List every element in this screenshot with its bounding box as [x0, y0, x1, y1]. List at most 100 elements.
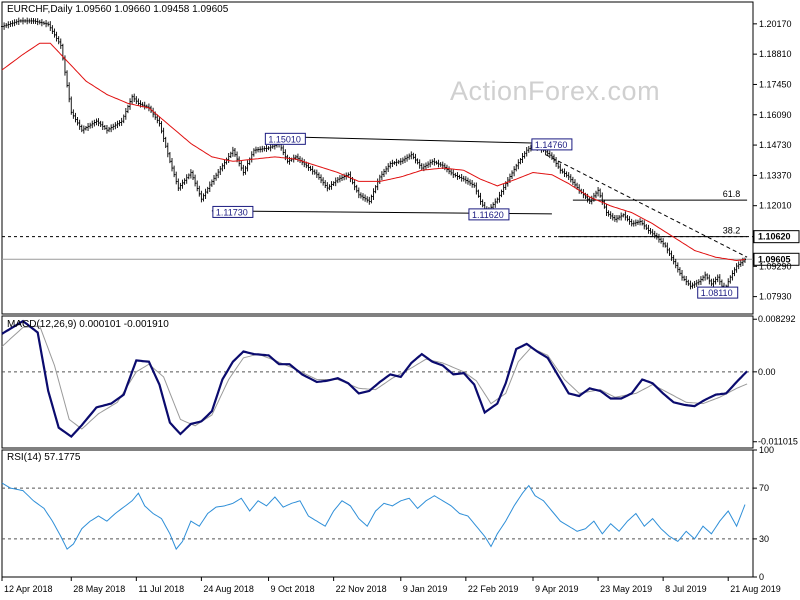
price-bar [341, 174, 344, 181]
price-bar [114, 122, 117, 130]
x-tick-label: 24 Aug 2018 [203, 584, 254, 594]
price-bar [324, 180, 327, 189]
price-bar [166, 142, 169, 158]
price-bar [557, 161, 560, 169]
price-bar [672, 255, 675, 265]
price-bar [454, 172, 457, 178]
price-bar [609, 211, 612, 220]
price-bar [569, 174, 572, 183]
price-bar [737, 261, 740, 270]
price-bar [173, 165, 176, 178]
price-tick-label: 1.16090 [759, 110, 792, 120]
price-bar [183, 178, 186, 185]
price-bar [496, 197, 499, 204]
price-bar [567, 172, 570, 181]
price-bar [641, 219, 644, 226]
price-bar [515, 163, 518, 172]
price-bar [412, 152, 415, 160]
price-bar [198, 185, 201, 197]
price-bar [40, 18, 43, 27]
price-bar [674, 258, 677, 269]
price-bar [175, 171, 178, 185]
price-bar [162, 127, 165, 142]
price-bar [555, 156, 558, 167]
watermark: ActionForex.com [450, 76, 661, 106]
price-bar [3, 22, 6, 30]
price-bar [246, 160, 249, 172]
price-bar [513, 166, 516, 177]
price-bar [244, 165, 247, 175]
price-bar [693, 280, 696, 288]
price-bar [70, 96, 73, 115]
price-bar [252, 148, 255, 157]
x-tick-label: 9 Oct 2018 [271, 584, 315, 594]
price-bar [492, 202, 495, 210]
price-bar [38, 19, 41, 25]
price-bar [355, 184, 358, 193]
price-bar [57, 36, 60, 45]
price-bar [231, 146, 234, 157]
price-bar [429, 159, 432, 168]
price-bar [185, 174, 188, 184]
price-bar [437, 159, 440, 168]
price-tick-label: 1.13370 [759, 170, 792, 180]
moving-average-line [1, 42, 746, 262]
price-bar [34, 18, 37, 24]
price-bar [7, 21, 10, 29]
price-bar [397, 159, 400, 165]
price-bar [389, 161, 392, 169]
price-bar [315, 169, 318, 179]
price-bar [194, 174, 197, 187]
price-bar [191, 170, 194, 180]
price-bar [708, 274, 711, 285]
x-tick-label: 9 Apr 2019 [535, 584, 579, 594]
price-bar [401, 157, 404, 164]
price-bar [200, 190, 203, 203]
price-bar [311, 165, 314, 175]
price-bar [702, 275, 705, 282]
price-bar [645, 224, 648, 231]
price-bar [448, 166, 451, 175]
price-bar [655, 232, 658, 240]
price-bar [221, 163, 224, 172]
price-bar [460, 174, 463, 182]
price-tick-label: 1.17450 [759, 79, 792, 89]
price-bar [296, 153, 299, 162]
price-bar [395, 158, 398, 167]
macd-header: MACD(12,26,9) 0.000101 -0.001910 [7, 319, 169, 330]
price-marker-label: 1.10620 [758, 232, 791, 242]
price-bar [47, 21, 50, 27]
price-bar [1, 25, 3, 28]
price-bar [269, 143, 272, 152]
price-bar [133, 93, 136, 103]
price-bar [716, 274, 719, 283]
rsi-header: RSI(14) 57.1775 [7, 452, 81, 463]
price-bar [359, 192, 362, 199]
rsi-tick-label: 30 [759, 534, 769, 544]
price-bar [374, 185, 377, 194]
price-bar [82, 125, 85, 134]
price-bar [84, 125, 87, 131]
price-bar [630, 218, 633, 227]
price-bar [68, 82, 71, 103]
price-bar [563, 168, 566, 177]
price-bar [9, 21, 12, 28]
price-bar [561, 168, 564, 174]
rsi-tick-label: 100 [759, 445, 774, 455]
price-bar [13, 19, 16, 27]
price-bar [45, 19, 48, 28]
price-bar [502, 184, 505, 195]
price-bar [565, 171, 568, 178]
pane-frame-macd [1, 315, 754, 449]
price-bar [403, 155, 406, 163]
price-bar [156, 114, 159, 124]
price-bar [626, 214, 629, 222]
price-bar [676, 262, 679, 273]
price-bar [248, 157, 251, 166]
x-tick-label: 22 Nov 2018 [336, 584, 387, 594]
price-bar [733, 267, 736, 277]
trendline [545, 154, 748, 258]
price-bar [267, 146, 270, 151]
price-bar [605, 203, 608, 216]
price-bar [254, 146, 257, 154]
